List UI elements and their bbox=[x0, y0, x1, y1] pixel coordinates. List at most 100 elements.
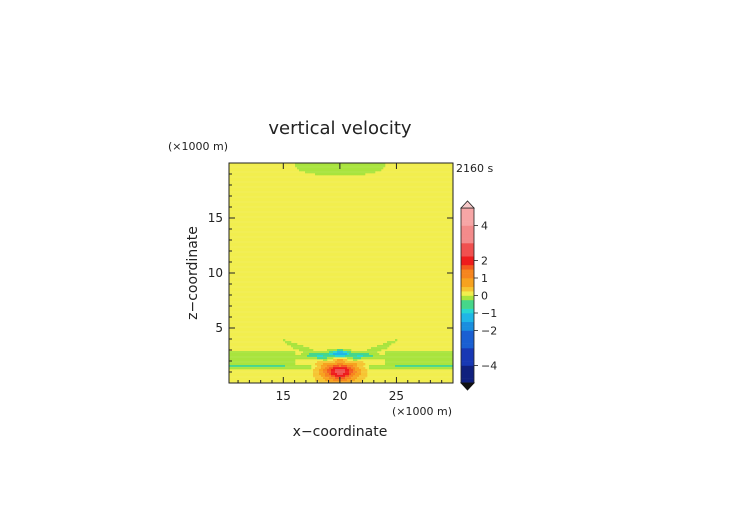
field-cell bbox=[317, 169, 320, 172]
field-cell bbox=[369, 367, 372, 370]
colorbar-swatch bbox=[461, 317, 474, 323]
field-cell bbox=[317, 369, 320, 372]
field-cell bbox=[361, 369, 364, 372]
field-cell bbox=[291, 357, 294, 360]
field-cell bbox=[411, 365, 414, 368]
field-cell bbox=[391, 361, 394, 364]
field-cell bbox=[355, 371, 358, 374]
field-cell bbox=[243, 363, 246, 366]
field-cell bbox=[387, 361, 390, 364]
field-cell bbox=[347, 169, 350, 172]
field-cell bbox=[353, 359, 356, 362]
field-cell bbox=[335, 353, 338, 356]
field-cell bbox=[233, 357, 236, 360]
field-cell bbox=[265, 367, 268, 370]
field-cell bbox=[407, 357, 410, 360]
colorbar-swatch bbox=[461, 269, 474, 274]
field-cell bbox=[421, 357, 424, 360]
field-cell bbox=[413, 353, 416, 356]
field-cell bbox=[281, 367, 284, 370]
field-cell bbox=[243, 351, 246, 354]
field-cell bbox=[433, 367, 436, 370]
field-cell bbox=[379, 345, 382, 348]
field-cell bbox=[355, 355, 358, 358]
field-cell bbox=[327, 377, 330, 380]
field-cell bbox=[351, 163, 354, 166]
field-cell bbox=[301, 167, 304, 170]
field-cell bbox=[369, 355, 372, 358]
field-cell bbox=[291, 365, 294, 368]
field-cell bbox=[335, 173, 338, 176]
field-cell bbox=[301, 169, 304, 172]
field-cell bbox=[383, 345, 386, 348]
field-cell bbox=[417, 351, 420, 354]
field-cell bbox=[339, 169, 342, 172]
field-cell bbox=[413, 363, 416, 366]
field-cell bbox=[323, 371, 326, 374]
field-cell bbox=[321, 367, 324, 370]
field-cell bbox=[327, 371, 330, 374]
field-cell bbox=[301, 365, 304, 368]
field-cell bbox=[265, 351, 268, 354]
field-cell bbox=[351, 171, 354, 174]
field-cell bbox=[335, 361, 338, 364]
field-cell bbox=[403, 351, 406, 354]
field-cell bbox=[375, 365, 378, 368]
field-cell bbox=[335, 169, 338, 172]
field-cell bbox=[331, 371, 334, 374]
field-cell bbox=[279, 359, 282, 362]
colorbar-swatch bbox=[461, 208, 474, 213]
field-cell bbox=[349, 367, 352, 370]
field-cell bbox=[445, 357, 448, 360]
field-cell bbox=[315, 367, 318, 370]
field-cell bbox=[447, 363, 450, 366]
field-cell bbox=[325, 351, 328, 354]
field-cell bbox=[441, 365, 444, 368]
field-cell bbox=[271, 363, 274, 366]
field-cell bbox=[345, 381, 348, 384]
field-cell bbox=[337, 365, 340, 368]
field-cell bbox=[407, 365, 410, 368]
field-cell bbox=[395, 365, 398, 368]
field-cell bbox=[245, 359, 248, 362]
field-cell bbox=[329, 163, 332, 166]
field-cell bbox=[451, 365, 454, 368]
field-cell bbox=[345, 367, 348, 370]
field-cell bbox=[333, 349, 336, 352]
field-cell bbox=[437, 363, 440, 366]
field-cell bbox=[289, 357, 292, 360]
field-cell bbox=[325, 369, 328, 372]
field-cell bbox=[229, 353, 232, 356]
field-cell bbox=[425, 365, 428, 368]
field-cell bbox=[375, 169, 378, 172]
x-unit-label: (×1000 m) bbox=[392, 405, 452, 418]
field-cell bbox=[323, 171, 326, 174]
field-cell bbox=[373, 171, 376, 174]
field-cell bbox=[361, 163, 364, 166]
field-cell bbox=[375, 355, 378, 358]
field-cell bbox=[329, 349, 332, 352]
field-cell bbox=[249, 355, 252, 358]
field-cell bbox=[311, 357, 314, 360]
field-cell bbox=[253, 363, 256, 366]
field-cell bbox=[319, 357, 322, 360]
field-cell bbox=[449, 365, 452, 368]
field-cell bbox=[327, 361, 330, 364]
field-cell bbox=[353, 371, 356, 374]
colorbar-swatch bbox=[461, 330, 474, 336]
field-cell bbox=[343, 165, 346, 168]
field-cell bbox=[347, 373, 350, 376]
field-cell bbox=[299, 349, 302, 352]
field-cell bbox=[257, 359, 260, 362]
field-cell bbox=[435, 355, 438, 358]
field-cell bbox=[381, 347, 384, 350]
field-cell bbox=[239, 357, 242, 360]
field-cell bbox=[357, 169, 360, 172]
field-cell bbox=[271, 365, 274, 368]
field-cell bbox=[317, 353, 320, 356]
field-cell bbox=[341, 359, 344, 362]
field-cell bbox=[331, 355, 334, 358]
field-cell bbox=[339, 369, 342, 372]
field-cell bbox=[315, 379, 318, 382]
field-cell bbox=[395, 363, 398, 366]
